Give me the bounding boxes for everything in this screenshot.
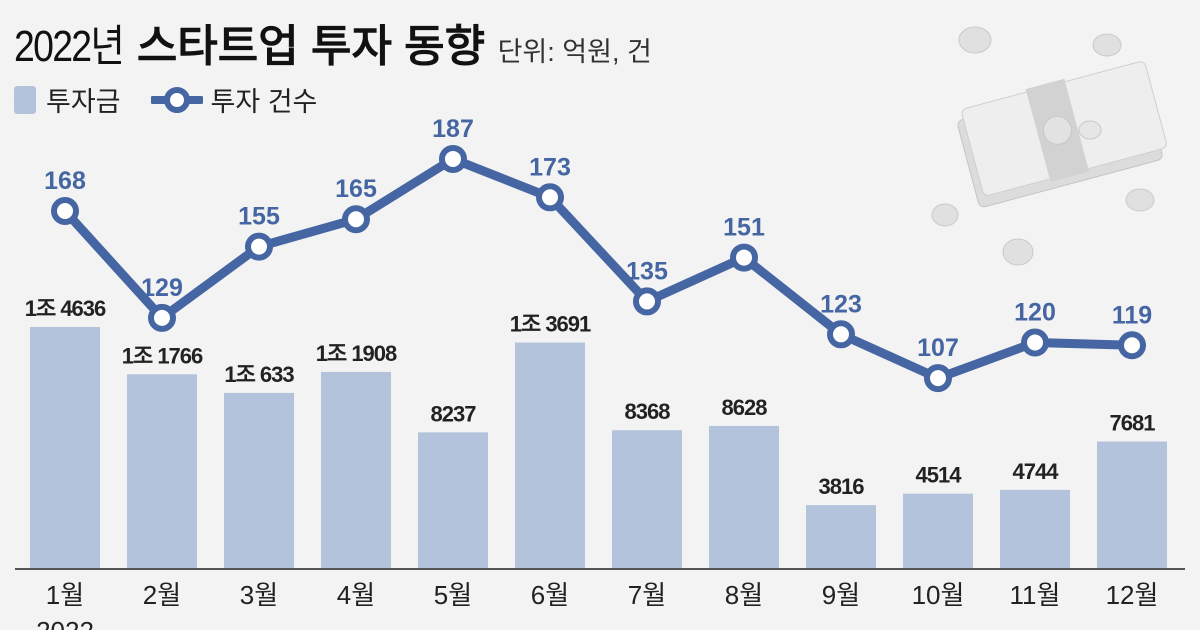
- line-value-label: 119: [1112, 301, 1152, 329]
- x-tick-label: 12월: [1106, 580, 1159, 610]
- bar-value-label: 1조 4636: [25, 296, 106, 321]
- legend-bar-label: 투자금: [46, 87, 121, 117]
- line-point: [633, 287, 661, 316]
- bar: [709, 425, 779, 568]
- line-point: [730, 243, 758, 272]
- line-point: [924, 364, 952, 393]
- bar-value-label: 4514: [916, 463, 963, 488]
- bar: [224, 392, 294, 568]
- unit-label: 단위: 억원, 건: [497, 37, 652, 67]
- bar-value-label: 1조 1766: [122, 343, 203, 368]
- line-series: [61, 154, 1133, 383]
- chart-title: 2022년 스타트업 투자 동향 단위: 억원, 건: [14, 10, 652, 74]
- line-value-label: 155: [238, 203, 280, 231]
- x-tick-label: 6월: [531, 580, 569, 610]
- x-tick-label: 3월: [240, 580, 278, 610]
- bar: [127, 374, 197, 568]
- bar-value-label: 1조 3691: [510, 312, 591, 337]
- bar-value-label: 8628: [722, 395, 768, 420]
- x-tick-label: 11월: [1010, 580, 1061, 610]
- bar: [30, 327, 100, 568]
- line-point: [827, 320, 855, 349]
- line-value-label: 168: [44, 167, 86, 195]
- line-value-label: 135: [626, 257, 668, 285]
- money-illustration: [931, 26, 1167, 266]
- x-tick-label: 2월: [143, 580, 181, 610]
- bar: [321, 371, 391, 568]
- legend: 투자금 투자 건수: [14, 80, 317, 119]
- bar: [1000, 489, 1070, 568]
- line-value-label: 165: [335, 175, 377, 203]
- legend-line-label: 투자 건수: [210, 87, 318, 117]
- line-value-label: 151: [723, 214, 765, 242]
- x-tick-label: 5월: [434, 580, 472, 610]
- x-tick-label: 8월: [725, 580, 763, 610]
- bar: [418, 432, 488, 568]
- legend-bar-swatch: [14, 85, 36, 114]
- bar: [903, 493, 973, 568]
- title-main: 스타트업 투자 동향: [136, 22, 486, 71]
- line-value-label: 187: [432, 115, 474, 143]
- bar-value-label: 4744: [1013, 459, 1060, 484]
- bar-value-label: 7681: [1110, 411, 1156, 436]
- legend-line-swatch: [150, 86, 203, 113]
- line-point: [1118, 331, 1146, 360]
- line-value-label: 123: [820, 290, 862, 318]
- bar-value-label: 1조 633: [224, 362, 294, 387]
- bar-value-label: 3816: [819, 474, 865, 499]
- line-point: [342, 205, 370, 234]
- x-tick-label: 10월: [912, 580, 965, 610]
- bar: [515, 342, 585, 568]
- bar: [1097, 441, 1167, 568]
- x-tick-label: 1월: [46, 580, 84, 610]
- bar: [612, 430, 682, 568]
- line-value-label: 173: [529, 153, 571, 181]
- line-point: [439, 144, 467, 173]
- x-tick-label: 9월: [822, 580, 860, 610]
- bar-value-label: 8368: [625, 399, 671, 424]
- x-tick-label: 4월: [337, 580, 375, 610]
- title-year: 2022년: [14, 22, 125, 71]
- line-value-label: 129: [141, 274, 183, 302]
- line-point: [536, 183, 564, 212]
- line-point: [1021, 328, 1049, 357]
- line-value-label: 120: [1014, 299, 1056, 327]
- line-point: [148, 303, 176, 332]
- bar-value-label: 1조 1908: [316, 341, 397, 366]
- bar-value-label: 8237: [431, 401, 477, 426]
- x-tick-label: 7월: [628, 580, 666, 610]
- line-point: [245, 232, 273, 261]
- year-label: 2022: [36, 616, 94, 630]
- bar: [806, 505, 876, 568]
- line-value-label: 107: [917, 334, 959, 362]
- line-point: [51, 197, 79, 225]
